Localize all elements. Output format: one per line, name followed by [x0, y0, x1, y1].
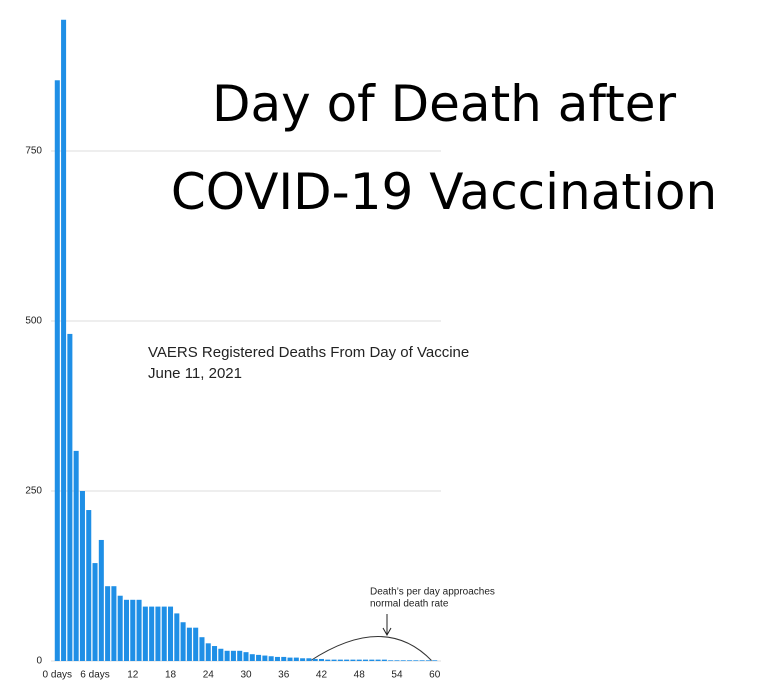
y-tick-label: 250	[25, 486, 42, 497]
bar	[249, 654, 255, 661]
bar	[375, 659, 381, 661]
bar	[331, 659, 337, 661]
bar	[193, 627, 199, 661]
x-tick-label: 6 days	[80, 670, 109, 681]
bar	[92, 563, 98, 661]
bar	[400, 660, 406, 661]
x-tick-label: 12	[127, 670, 139, 681]
bar	[287, 657, 293, 661]
bar	[155, 606, 161, 661]
bar	[98, 539, 104, 661]
bar	[274, 656, 280, 661]
x-tick-label: 48	[354, 670, 366, 681]
chart-title: Day of Death after COVID-19 Vaccination	[170, 75, 718, 221]
bar	[300, 658, 306, 661]
bar	[419, 660, 425, 661]
bar	[306, 658, 312, 661]
x-tick-label: 36	[278, 670, 290, 681]
x-tick-label: 0 days	[43, 670, 72, 681]
x-tick-label: 60	[429, 670, 441, 681]
bar	[73, 450, 79, 661]
bar	[381, 659, 387, 661]
bar	[325, 659, 331, 661]
bar	[262, 655, 268, 661]
bar	[224, 650, 230, 661]
bar	[318, 658, 324, 661]
bar	[105, 586, 111, 661]
bar	[111, 586, 117, 661]
bar	[312, 658, 318, 661]
x-tick-label: 54	[391, 670, 403, 681]
arrow-head	[382, 627, 392, 637]
bar	[425, 660, 431, 661]
bar	[149, 606, 155, 661]
bar	[394, 660, 400, 661]
bar	[237, 650, 243, 661]
bar	[350, 659, 356, 661]
bar	[369, 659, 375, 661]
bar	[117, 595, 123, 661]
bar	[432, 660, 438, 661]
bar	[243, 652, 249, 661]
x-tick-label: 30	[240, 670, 252, 681]
bar	[293, 657, 299, 661]
bar	[256, 654, 262, 661]
bar	[281, 656, 287, 661]
x-tick-label: 42	[316, 670, 328, 681]
bar	[230, 650, 236, 661]
bar	[61, 19, 67, 661]
bar	[86, 510, 92, 661]
bar	[142, 606, 148, 661]
x-tick-label: 18	[165, 670, 177, 681]
bar	[168, 606, 174, 661]
bar	[218, 648, 224, 661]
annotation: normal death rate	[370, 599, 449, 610]
bar	[123, 599, 129, 661]
bar	[268, 656, 274, 661]
x-tick-label: 24	[203, 670, 215, 681]
date: June 11, 2021	[148, 365, 242, 382]
bar	[199, 637, 205, 661]
bar	[356, 659, 362, 661]
bar	[388, 660, 394, 661]
curve	[309, 636, 433, 662]
bar	[161, 606, 167, 661]
bar	[136, 599, 142, 661]
y-tick-label: 750	[25, 146, 42, 157]
bar	[407, 660, 413, 661]
bar	[54, 80, 60, 661]
bar	[186, 627, 192, 661]
bar	[337, 659, 343, 661]
bar	[212, 646, 218, 661]
y-tick-label: 500	[25, 316, 42, 327]
bar	[79, 491, 85, 661]
bar	[344, 659, 350, 661]
subtitle: VAERS Registered Deaths From Day of Vacc…	[148, 344, 469, 361]
bar	[413, 660, 419, 661]
bar	[205, 643, 211, 661]
bar	[67, 333, 73, 661]
y-tick-label: 0	[36, 656, 42, 667]
bar	[174, 613, 180, 661]
bar	[130, 599, 136, 661]
annotation: Death’s per day approaches	[370, 587, 495, 598]
bar	[363, 659, 369, 661]
bar	[180, 622, 186, 661]
